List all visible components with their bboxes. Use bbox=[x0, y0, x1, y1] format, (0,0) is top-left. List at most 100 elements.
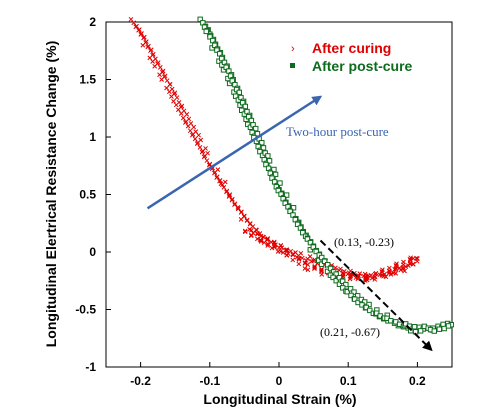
data-point bbox=[296, 261, 302, 267]
data-point bbox=[259, 140, 265, 146]
data-point bbox=[194, 141, 200, 147]
data-point bbox=[171, 91, 177, 97]
data-point bbox=[393, 266, 399, 272]
data-point bbox=[260, 145, 267, 151]
data-point bbox=[242, 228, 248, 234]
data-point bbox=[265, 153, 271, 159]
data-point bbox=[282, 200, 288, 206]
data-point bbox=[344, 289, 351, 295]
x-tick-label: -0.2 bbox=[130, 374, 151, 388]
data-point bbox=[258, 233, 264, 239]
data-point bbox=[294, 221, 301, 228]
data-point bbox=[253, 125, 259, 132]
data-point bbox=[283, 192, 290, 198]
data-point bbox=[199, 149, 205, 155]
data-point bbox=[436, 326, 443, 332]
data-point bbox=[336, 274, 343, 281]
data-point bbox=[312, 266, 317, 272]
data-point bbox=[205, 150, 210, 156]
data-point bbox=[304, 236, 311, 242]
data-point bbox=[441, 325, 447, 332]
data-point bbox=[319, 268, 324, 273]
data-point bbox=[307, 239, 314, 246]
data-point bbox=[250, 224, 256, 229]
data-point bbox=[410, 262, 416, 267]
data-point bbox=[284, 253, 290, 258]
series-after-curing bbox=[128, 16, 420, 283]
legend-marker-curing: › bbox=[291, 43, 295, 55]
data-point bbox=[138, 32, 144, 37]
y-tick-label: 0.5 bbox=[79, 188, 96, 202]
data-point bbox=[290, 252, 296, 258]
data-point bbox=[417, 328, 424, 334]
data-point bbox=[362, 278, 368, 283]
data-point bbox=[318, 261, 325, 267]
data-point bbox=[296, 257, 302, 262]
legend: › After curing After post-cure bbox=[290, 40, 413, 74]
data-point bbox=[271, 244, 277, 250]
data-point bbox=[348, 275, 353, 280]
data-point bbox=[316, 257, 322, 264]
data-point bbox=[171, 98, 176, 104]
data-point bbox=[319, 254, 325, 261]
data-point bbox=[336, 281, 343, 287]
data-point bbox=[302, 266, 308, 271]
data-point bbox=[164, 78, 170, 83]
data-point bbox=[203, 28, 209, 35]
data-point bbox=[284, 248, 290, 254]
data-point bbox=[271, 240, 277, 246]
data-point bbox=[343, 281, 349, 288]
data-point bbox=[312, 257, 318, 263]
data-point bbox=[290, 257, 296, 263]
data-point bbox=[198, 137, 204, 143]
data-point bbox=[287, 208, 293, 215]
data-point bbox=[339, 278, 346, 284]
data-point bbox=[258, 239, 264, 244]
data-point bbox=[333, 271, 339, 277]
point-label-1: (0.13, -0.23) bbox=[334, 235, 394, 249]
data-point bbox=[232, 202, 237, 208]
data-point bbox=[248, 232, 254, 238]
data-point bbox=[153, 56, 158, 62]
data-point bbox=[155, 61, 160, 67]
data-point bbox=[145, 44, 151, 50]
data-point bbox=[400, 264, 406, 270]
data-point bbox=[445, 323, 452, 329]
data-point bbox=[261, 234, 266, 240]
data-point bbox=[278, 249, 284, 254]
y-tick-label: 2 bbox=[89, 15, 96, 29]
data-point bbox=[414, 258, 420, 264]
data-point bbox=[258, 238, 264, 243]
legend-label-curing: After curing bbox=[312, 40, 391, 56]
data-point bbox=[143, 40, 148, 45]
data-point bbox=[249, 227, 254, 233]
data-point bbox=[184, 112, 190, 117]
y-tick-label: -1 bbox=[85, 360, 96, 374]
data-point bbox=[150, 52, 155, 58]
data-point bbox=[363, 304, 369, 311]
tick-layer: -0.2 -0.1 0 0.1 0.2 -1 -0.5 0 0.5 1 1.5 2 bbox=[75, 15, 426, 388]
post-cure-annotation: Two-hour post-cure bbox=[286, 124, 389, 139]
data-point bbox=[141, 35, 146, 41]
data-point bbox=[310, 244, 317, 250]
data-point bbox=[242, 103, 249, 110]
data-point bbox=[181, 108, 187, 114]
data-point bbox=[157, 64, 163, 70]
data-point bbox=[196, 132, 202, 138]
data-point bbox=[379, 272, 385, 278]
data-point bbox=[188, 121, 194, 126]
data-point bbox=[354, 293, 361, 299]
data-point bbox=[148, 48, 153, 54]
data-point bbox=[189, 132, 195, 138]
data-point bbox=[348, 292, 354, 299]
data-point bbox=[338, 266, 343, 272]
data-point bbox=[159, 69, 165, 75]
data-point bbox=[266, 158, 273, 164]
data-point bbox=[255, 231, 260, 237]
data-point bbox=[254, 236, 260, 242]
data-point bbox=[204, 158, 210, 163]
data-point bbox=[176, 99, 182, 105]
data-point bbox=[318, 269, 324, 274]
y-tick-label: -0.5 bbox=[75, 303, 96, 317]
data-point bbox=[407, 257, 413, 262]
